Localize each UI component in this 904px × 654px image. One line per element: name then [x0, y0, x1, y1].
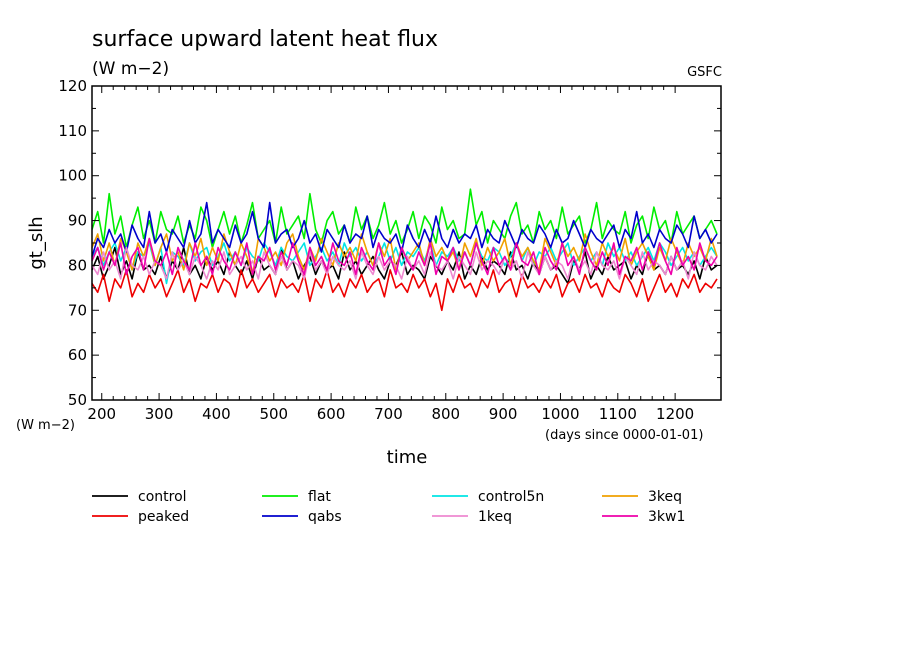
x-tick-label: 800: [431, 405, 460, 423]
y-tick-label: 120: [58, 77, 87, 95]
y-tick-label: 90: [68, 212, 87, 230]
legend-label-3keq: 3keq: [648, 489, 682, 505]
x-tick-label: 1200: [656, 405, 694, 423]
chart-title: surface upward latent heat flux: [92, 27, 438, 52]
legend-label-3kw1: 3kw1: [648, 509, 685, 525]
series-line-3kw1: [91, 237, 718, 276]
x-tick-label: 500: [259, 405, 288, 423]
series-line-control: [91, 246, 718, 285]
x-unit-label: (days since 0000-01-01): [545, 428, 703, 443]
y-axis-label: gt_slh: [26, 216, 47, 269]
y-tick-label: 60: [68, 346, 87, 364]
series-line-1keq: [91, 246, 718, 280]
x-tick-label: 400: [202, 405, 231, 423]
legend-label-peaked: peaked: [138, 509, 189, 525]
x-tick-label: 300: [145, 405, 174, 423]
legend-label-flat: flat: [308, 489, 331, 505]
y-tick-label: 110: [58, 122, 87, 140]
x-axis-label: time: [387, 447, 428, 468]
legend: control flat control5n 3keq peaked qabs 1keq 3k…: [92, 489, 685, 525]
x-ticks: 200 300 400 500 600 700 800 900 1000 1100 1200: [87, 86, 694, 423]
y-tick-label: 100: [58, 167, 87, 185]
series-line-peaked: [91, 269, 718, 312]
x-tick-label: 700: [374, 405, 403, 423]
y-tick-label: 70: [68, 301, 87, 319]
y-tick-label: 50: [68, 391, 87, 409]
source-label: GSFC: [687, 65, 722, 80]
x-tick-label: 1000: [541, 405, 579, 423]
x-tick-label: 1100: [599, 405, 637, 423]
chart-subtitle: (W m−2): [92, 59, 169, 79]
y-ticks: 50 60 70 80 90 100 110 120: [58, 77, 721, 409]
legend-label-1keq: 1keq: [478, 509, 512, 525]
y-unit-label: (W m−2): [16, 418, 75, 433]
legend-label-qabs: qabs: [308, 509, 342, 525]
legend-label-control5n: control5n: [478, 489, 544, 505]
y-tick-label: 80: [68, 256, 87, 274]
x-tick-label: 200: [87, 405, 116, 423]
x-tick-label: 900: [489, 405, 518, 423]
legend-label-control: control: [138, 489, 187, 505]
plot-lines: [91, 188, 718, 312]
series-line-qabs: [91, 201, 718, 257]
x-tick-label: 600: [317, 405, 346, 423]
